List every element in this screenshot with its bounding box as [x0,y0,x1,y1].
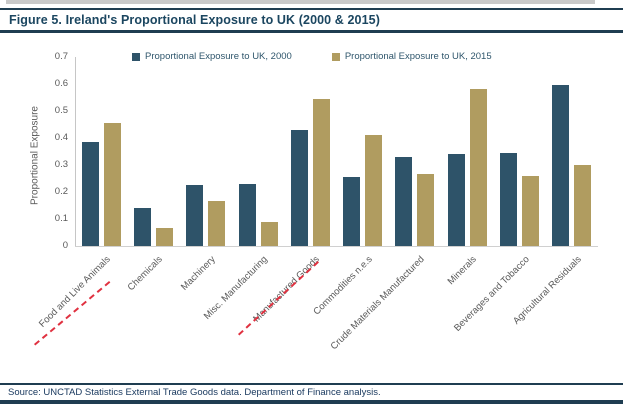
bar [81,142,99,246]
bar [238,183,256,246]
bar [469,89,487,246]
bar [395,156,413,246]
y-tick-label: 0.7 [54,51,68,62]
legend-swatch-2000 [132,52,140,61]
x-axis-label: Chemicals [126,254,166,294]
x-axis-label: Machinery [178,254,218,293]
y-tick-label: 0 [62,240,68,251]
y-tick-label: 0.6 [54,78,68,89]
bar [417,174,435,246]
bar [103,123,121,246]
source-text: Source: UNCTAD Statistics External Trade… [8,387,381,398]
x-axis-label: Food and Live Animals [37,254,113,330]
legend-label-2015: Proportional Exposure to UK, 2015 [344,51,492,62]
bar [208,201,226,246]
bar [522,175,540,246]
bar [574,165,592,246]
source-rule-bottom [0,400,623,404]
figure-title: Figure 5. Ireland's Proportional Exposur… [9,13,380,27]
y-tick-label: 0.2 [54,186,68,197]
legend-item-2000: Proportional Exposure to UK, 2000 [132,51,292,62]
page-edge-strip [6,0,595,4]
y-tick-label: 0.5 [54,105,68,116]
bar [155,228,173,246]
bar [365,135,383,246]
figure-title-bar: Figure 5. Ireland's Proportional Exposur… [0,8,623,33]
source-rule-top [0,383,623,385]
y-tick-label: 0.4 [54,132,68,143]
legend-label-2000: Proportional Exposure to UK, 2000 [145,51,292,62]
bar [500,152,518,246]
bar [552,85,570,246]
bar [186,185,204,246]
x-axis-line [75,246,598,247]
chart-legend: Proportional Exposure to UK, 2000 Propor… [132,51,492,62]
y-axis-line [75,57,76,246]
y-tick-label: 0.1 [54,213,68,224]
legend-item-2015: Proportional Exposure to UK, 2015 [331,51,492,62]
x-axis-label: Minerals [445,254,480,288]
bar [260,221,278,246]
y-tick-label: 0.3 [54,159,68,170]
legend-swatch-2015 [331,52,340,61]
bar [447,154,465,246]
bar [290,129,308,246]
bar [312,98,330,246]
bar [343,177,361,246]
x-axis-label: Crude Materials Manufactured [328,254,427,353]
bar [133,208,151,246]
